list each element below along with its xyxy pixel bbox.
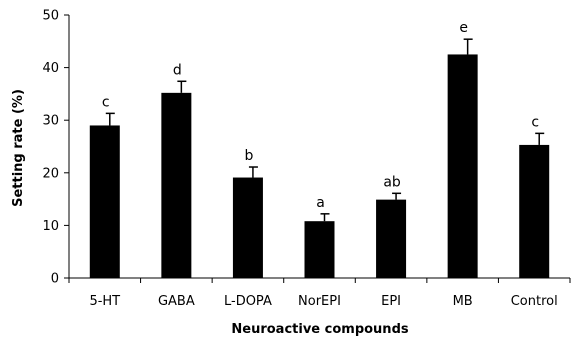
bar	[161, 92, 192, 279]
bar	[232, 177, 263, 278]
bar	[304, 221, 335, 278]
x-tick-label: GABA	[158, 294, 195, 309]
y-tick-label: 20	[42, 166, 59, 181]
x-tick-label: EPI	[381, 294, 401, 309]
bar	[376, 199, 407, 278]
significance-label: c	[531, 114, 539, 130]
x-tick-label: NorEPI	[298, 294, 341, 309]
bar	[519, 144, 550, 278]
y-tick-label: 40	[42, 61, 59, 76]
x-axis-title: Neuroactive compounds	[231, 322, 408, 337]
y-axis-title: Setting rate (%)	[11, 89, 26, 207]
significance-label: e	[459, 20, 468, 36]
bars: c d b a ab e c	[89, 20, 550, 279]
significance-label: a	[316, 195, 325, 211]
y-tick-label: 50	[42, 9, 59, 24]
y-axis: 0 10 20 30 40 50	[42, 9, 70, 287]
significance-label: b	[244, 148, 253, 164]
x-tick-label: L-DOPA	[224, 294, 272, 309]
significance-label: ab	[383, 174, 401, 190]
significance-label: c	[102, 94, 110, 110]
y-tick-label: 0	[51, 272, 59, 287]
y-tick-label: 10	[42, 219, 59, 234]
x-tick-label: MB	[453, 294, 473, 309]
x-axis: 5-HT GABA L-DOPA NorEPI EPI MB Control	[68, 277, 571, 309]
x-tick-label: Control	[511, 294, 558, 309]
y-tick-label: 30	[42, 114, 59, 129]
bar	[447, 54, 478, 279]
bar	[89, 125, 120, 279]
significance-label: d	[173, 62, 182, 78]
x-tick-label: 5-HT	[89, 294, 120, 309]
